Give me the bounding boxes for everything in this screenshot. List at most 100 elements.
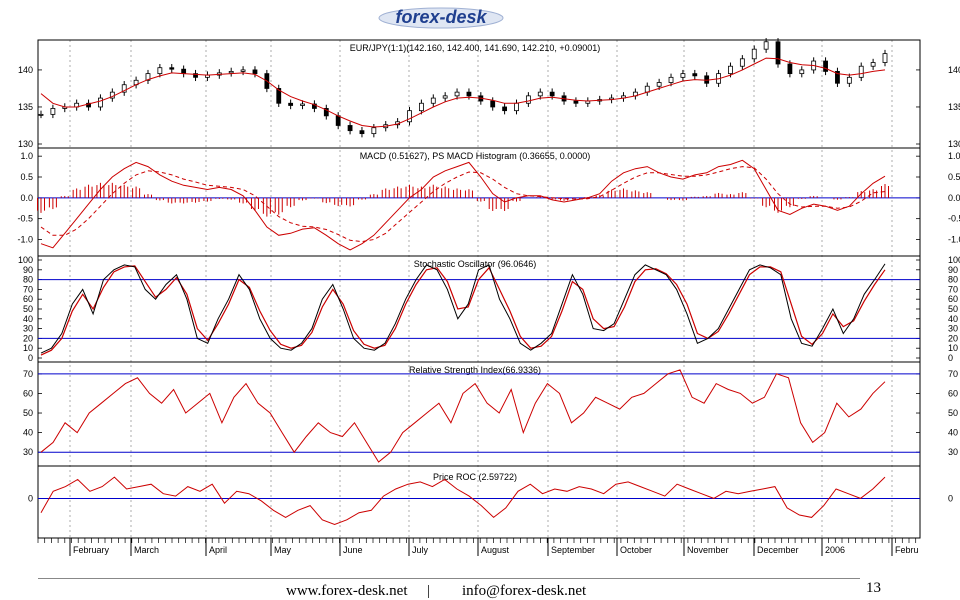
x-tick-label: December — [757, 545, 799, 555]
panel-title: EUR/JPY(1:1)(142.160, 142.400, 141.690, … — [350, 43, 600, 53]
price-candle-body — [835, 71, 840, 84]
y-tick-label-left: 60 — [23, 294, 33, 304]
price-candle-body — [692, 73, 698, 77]
footer-separator: | — [427, 583, 431, 599]
price-candle-body — [430, 97, 436, 104]
y-tick-label-right: 0.0 — [948, 193, 960, 203]
y-tick-label-right: 0 — [948, 353, 953, 363]
price-candle-body — [704, 75, 710, 84]
y-tick-label-left: 20 — [23, 333, 33, 343]
y-tick-label-left: 0.0 — [20, 193, 33, 203]
rsi-line — [40, 369, 886, 463]
price-candle-body — [359, 130, 365, 135]
y-tick-label-right: 30 — [948, 324, 958, 334]
price-candle-body — [537, 91, 543, 97]
price-candle-body — [549, 91, 555, 97]
panel-frame — [37, 147, 921, 257]
y-tick-label-right: 135 — [948, 102, 960, 112]
logo-text: forex-desk — [395, 7, 487, 27]
y-tick-label-left: 100 — [18, 255, 33, 265]
price-candle-body — [668, 76, 674, 83]
price-candle-body — [276, 88, 282, 104]
macd-line — [40, 159, 886, 251]
y-tick-label-left: 135 — [18, 102, 33, 112]
price-candle-body — [418, 102, 424, 112]
y-tick-label-right: 30 — [948, 447, 958, 457]
y-tick-label-right: 40 — [948, 428, 958, 438]
price-candle-body — [823, 60, 828, 72]
x-tick-label: September — [551, 545, 595, 555]
stochastic-k-line — [40, 263, 886, 354]
price-candle-body — [240, 69, 246, 72]
y-tick-label-right: 80 — [948, 275, 958, 285]
y-tick-label-left: 50 — [23, 304, 33, 314]
x-tick-label: April — [209, 545, 227, 555]
x-tick-label: Febru — [895, 545, 919, 555]
price-candle-body — [252, 69, 258, 75]
price-candle-body — [98, 97, 103, 108]
technical-analysis-chart: February March April May June July August Septe… — [17, 38, 960, 556]
x-tick-label: March — [134, 545, 159, 555]
y-tick-label-right: 90 — [948, 265, 958, 275]
panel-frame — [37, 39, 921, 149]
price-candle-body — [525, 95, 531, 104]
panel-title: MACD (0.51627), PS MACD Histogram (0.366… — [360, 151, 591, 161]
footer-website-link[interactable]: www.forex-desk.net — [286, 583, 408, 599]
x-tick-label: October — [620, 545, 652, 555]
y-tick-label-left: 140 — [18, 65, 33, 75]
price-candle-body — [846, 76, 852, 84]
y-tick-label-left: -0.5 — [17, 214, 33, 224]
y-tick-label-right: 1.0 — [948, 151, 960, 161]
y-tick-label-right: -1.0 — [948, 235, 960, 245]
panel-frame — [37, 255, 921, 363]
y-tick-label-left: 40 — [23, 428, 33, 438]
y-tick-label-right: 50 — [948, 408, 958, 418]
price-candle-body — [656, 82, 662, 87]
x-tick-label: February — [73, 545, 110, 555]
y-tick-label-right: 130 — [948, 139, 960, 149]
y-tick-label-right: 70 — [948, 284, 958, 294]
x-tick-label: November — [687, 545, 729, 555]
y-tick-label-left: 0.5 — [20, 172, 33, 182]
price-candle-body — [454, 91, 460, 97]
footer-divider — [38, 578, 860, 579]
y-tick-label-left: 30 — [23, 324, 33, 334]
y-tick-label-right: 70 — [948, 369, 958, 379]
y-tick-label-right: 60 — [948, 294, 958, 304]
y-tick-label-right: 10 — [948, 343, 958, 353]
panel-frame — [37, 465, 921, 539]
x-tick-label: 2006 — [825, 545, 845, 555]
price-candle-body — [751, 48, 757, 60]
y-tick-label-left: -1.0 — [17, 235, 33, 245]
price-candle-body — [407, 110, 412, 123]
y-tick-label-right: -0.5 — [948, 214, 960, 224]
price-candle-body — [502, 106, 508, 112]
price-candle-body — [466, 91, 472, 97]
y-tick-label-left: 70 — [23, 284, 33, 294]
y-tick-label-left: 10 — [23, 343, 33, 353]
price-roc-line — [40, 476, 886, 526]
y-tick-label-left: 0 — [28, 353, 33, 363]
y-tick-label-right: 40 — [948, 314, 958, 324]
y-tick-label-left: 130 — [18, 139, 33, 149]
price-candle-body — [442, 95, 448, 99]
price-candle-body — [728, 65, 733, 75]
footer-email-link[interactable]: info@forex-desk.net — [462, 583, 587, 599]
price-candle-body — [228, 71, 234, 74]
panel-title: Stochastic Oscillator (96.0646) — [414, 259, 537, 269]
y-tick-label-left: 50 — [23, 408, 33, 418]
price-candle-body — [858, 65, 864, 78]
price-candle-body — [300, 103, 305, 106]
price-candle-body — [157, 67, 163, 75]
y-tick-label-left: 1.0 — [20, 151, 33, 161]
price-candle-body — [121, 84, 127, 93]
y-tick-label-right: 0 — [948, 493, 953, 503]
x-tick-label: August — [481, 545, 510, 555]
price-candle-body — [193, 73, 198, 78]
x-tick-label: June — [343, 545, 363, 555]
price-candle-body — [335, 115, 341, 126]
price-candle-body — [145, 73, 151, 81]
price-candle-body — [739, 58, 745, 67]
price-candle-body — [775, 41, 781, 65]
price-candle-body — [490, 100, 496, 108]
